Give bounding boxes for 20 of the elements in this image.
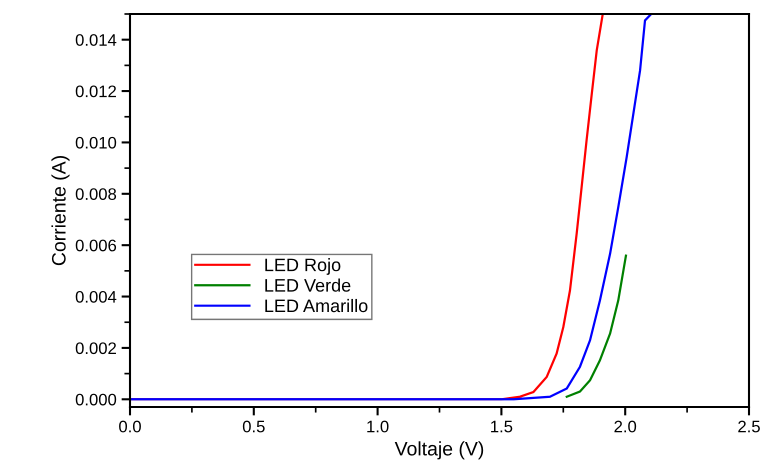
legend-label: LED Amarillo — [265, 298, 368, 312]
y-tick-label: 0.014 — [76, 34, 116, 46]
x-tick-label: 2.0 — [614, 420, 636, 432]
y-axis-title: Corriente (A) — [51, 156, 70, 266]
x-tick-label: 1.5 — [491, 420, 512, 432]
y-tick-label: 0.008 — [76, 188, 116, 200]
x-tick-label: 0.5 — [242, 420, 265, 432]
y-tick-label: 0.002 — [76, 342, 116, 354]
y-tick-label: 0.000 — [76, 394, 116, 406]
x-axis-title: Voltaje (V) — [394, 441, 484, 460]
x-tick-label: 1.0 — [367, 420, 389, 432]
x-tick-label: 2.5 — [738, 420, 760, 432]
legend-label: LED Rojo — [265, 258, 340, 275]
legend-label: LED Verde — [265, 278, 350, 292]
y-tick-label: 0.004 — [76, 290, 116, 303]
y-tick-label: 0.006 — [76, 240, 116, 252]
x-tick-label: 0.0 — [119, 420, 141, 432]
y-tick-label: 0.010 — [76, 136, 116, 149]
y-tick-label: 0.012 — [76, 85, 116, 98]
line-series — [566, 254, 628, 398]
